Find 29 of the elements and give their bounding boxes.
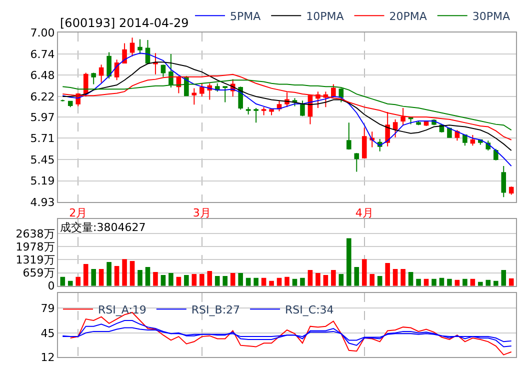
y-tick-label: 6.48: [30, 69, 55, 82]
y-tick-label: 7.00: [30, 26, 55, 40]
y-tick-label: 1978万: [16, 240, 55, 254]
legend-label: RSI_B:27: [191, 303, 240, 316]
legend-label: 30PMA: [472, 10, 510, 23]
y-tick-label: 5.19: [30, 174, 55, 188]
y-tick-label: 659万: [22, 266, 55, 280]
y-tick-label: 5.71: [30, 132, 55, 146]
y-tick-label: 5.97: [30, 110, 55, 124]
y-tick-label: 4.93: [30, 196, 55, 209]
chart-title: [600193] 2014-04-29: [60, 16, 189, 30]
x-tick-label: 4月: [355, 206, 374, 220]
y-tick-label: 0: [48, 280, 55, 293]
legend-label: 20PMA: [389, 10, 428, 23]
y-tick-label: 1319万: [16, 254, 55, 267]
legend-label: 5PMA: [230, 10, 262, 23]
y-tick-label: 45: [40, 326, 55, 340]
x-tick-label: 3月: [192, 206, 211, 220]
chart-title: 成交量:3804627: [60, 221, 146, 234]
y-tick-label: 12: [40, 350, 55, 364]
y-tick-label: 2638万: [16, 227, 55, 240]
y-tick-label: 6.74: [30, 48, 55, 61]
y-tick-label: 6.22: [30, 90, 55, 104]
y-tick-label: 79: [40, 302, 55, 315]
y-tick-label: 5.45: [30, 153, 55, 166]
legend-label: RSI_A:19: [98, 303, 146, 316]
x-tick-label: 2月: [69, 206, 88, 220]
legend-label: RSI_C:34: [285, 303, 334, 316]
legend-label: 10PMA: [306, 10, 344, 23]
